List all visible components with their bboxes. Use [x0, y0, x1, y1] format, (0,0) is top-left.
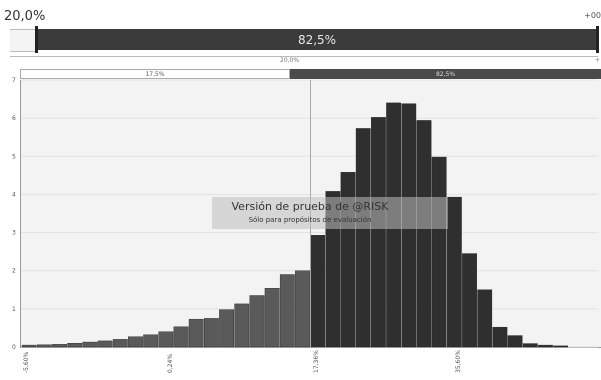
- x-tick-label: 0,24%: [167, 354, 174, 373]
- y-tick-label: 7: [12, 77, 16, 84]
- right-slider-handle[interactable]: [596, 26, 599, 53]
- y-tick-label: 5: [12, 153, 16, 160]
- histogram-bar: [112, 339, 128, 348]
- histogram-bar: [188, 318, 204, 348]
- histogram-bar: [52, 344, 67, 348]
- y-tick-label: 6: [12, 115, 16, 122]
- histogram-bar: [279, 274, 295, 348]
- histogram-bar: [477, 289, 493, 348]
- histogram-bar: [295, 270, 310, 348]
- y-tick-label: 2: [12, 268, 16, 275]
- y-tick-label: 3: [12, 230, 16, 237]
- histogram-bar: [431, 156, 447, 348]
- range-band[interactable]: 82,5%: [37, 29, 597, 50]
- percent-band-left: 17,5%: [20, 69, 290, 79]
- histogram-bar: [522, 343, 538, 348]
- y-tick-label: 0: [12, 344, 16, 351]
- sub-scale-right-label: +: [595, 57, 601, 64]
- histogram-bar: [355, 128, 371, 348]
- histogram-bar: [446, 196, 462, 348]
- sub-scale-axis: [10, 56, 598, 57]
- histogram-bar: [492, 326, 508, 348]
- sub-scale-mid-label: 20,0%: [280, 57, 300, 64]
- histogram-bar: [325, 191, 341, 348]
- histogram-bar: [143, 334, 159, 348]
- histogram-bar: [128, 336, 143, 348]
- percent-band-right: 82,5%: [290, 69, 601, 79]
- y-tick-label: 1: [12, 306, 16, 313]
- histogram-bar: [310, 235, 326, 348]
- histogram-bar: [21, 344, 37, 348]
- watermark-subtitle: Sólo para propósitos de evaluación: [248, 216, 372, 224]
- left-percentile-value: 20,0%: [4, 9, 46, 24]
- histogram-bar: [67, 342, 83, 348]
- histogram-bar: [371, 117, 386, 348]
- left-tail-band: [10, 29, 37, 52]
- histogram-bar: [264, 288, 280, 348]
- histogram-bar: [204, 318, 219, 348]
- right-percentile-value: +00: [584, 11, 601, 20]
- percent-band-left-label: 17,5%: [145, 70, 165, 78]
- x-tick-label: 35,60%: [455, 350, 462, 373]
- watermark-box: [212, 197, 448, 229]
- watermark-title: Versión de prueba de @RISK: [231, 200, 389, 213]
- histogram-bar: [158, 331, 174, 348]
- histogram-bar: [538, 344, 553, 348]
- histogram-bar: [219, 309, 234, 348]
- percent-band-right-label: 82,5%: [435, 70, 456, 78]
- histogram-bar: [416, 120, 432, 348]
- x-tick-label: 17,36%: [313, 350, 320, 373]
- histogram-bar: [36, 344, 52, 348]
- histogram-bar: [507, 335, 523, 348]
- histogram-bar: [82, 341, 98, 348]
- x-tick-label: -5,60%: [23, 351, 30, 373]
- histogram-bar: [173, 326, 189, 348]
- left-slider-handle[interactable]: [35, 26, 38, 53]
- histogram-bar: [553, 345, 569, 348]
- y-tick-label: 4: [12, 191, 16, 198]
- histogram-bar: [249, 295, 265, 348]
- range-band-label: 82,5%: [297, 32, 337, 47]
- histogram-bar: [234, 303, 250, 348]
- histogram-bar: [462, 253, 477, 348]
- histogram-bar: [97, 340, 113, 348]
